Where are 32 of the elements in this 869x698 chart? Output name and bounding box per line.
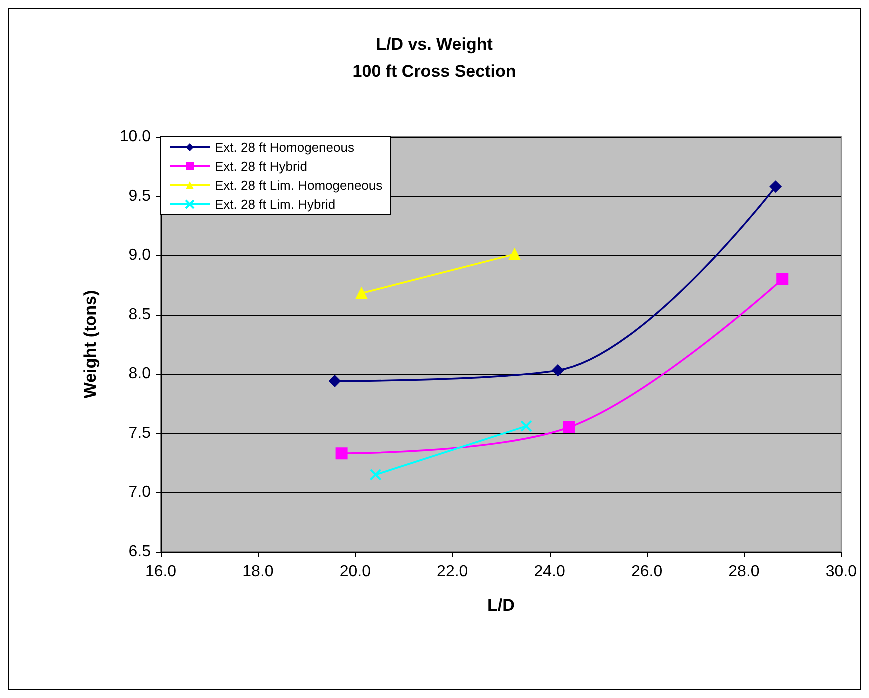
y-tick-label: 8.0 — [128, 366, 152, 383]
x-tick-label: 16.0 — [145, 564, 177, 580]
x-axis-title: L/D — [488, 596, 515, 615]
point — [328, 375, 341, 388]
point — [552, 364, 564, 377]
y-tick-label: 6.5 — [128, 544, 152, 560]
x-tick-label: 24.0 — [534, 564, 566, 580]
y-tick-label: 9.0 — [128, 247, 152, 264]
x-tick-label: 22.0 — [437, 564, 468, 580]
point — [770, 180, 782, 193]
y-tick-label: 10.0 — [120, 128, 152, 146]
legend-label: Ext. 28 ft Homogeneous — [215, 140, 355, 155]
y-axis-title: Weight (tons) — [81, 290, 100, 399]
point — [563, 422, 576, 434]
point — [776, 273, 789, 286]
legend-label: Ext. 28 ft Hybrid — [215, 159, 308, 174]
x-tick-label: 30.0 — [826, 564, 858, 580]
point — [336, 448, 348, 460]
y-tick-label: 7.5 — [128, 424, 152, 442]
y-tick-label: 9.5 — [128, 188, 152, 205]
legend-label: Ext. 28 ft Lim. Hybrid — [215, 197, 336, 212]
x-tick-label: 20.0 — [340, 564, 372, 580]
point — [520, 420, 532, 432]
y-tick-label: 8.5 — [128, 306, 152, 324]
x-tick-label: 18.0 — [242, 564, 274, 580]
x-tick-label: 28.0 — [728, 564, 760, 580]
chart-title: L/D vs. Weight — [376, 35, 494, 54]
legend-label: Ext. 28 ft Lim. Homogeneous — [215, 178, 384, 193]
chart-subtitle: 100 ft Cross Section — [352, 62, 516, 81]
point — [370, 468, 382, 481]
x-tick-label: 26.0 — [631, 564, 663, 580]
y-tick-label: 7.0 — [128, 484, 152, 502]
